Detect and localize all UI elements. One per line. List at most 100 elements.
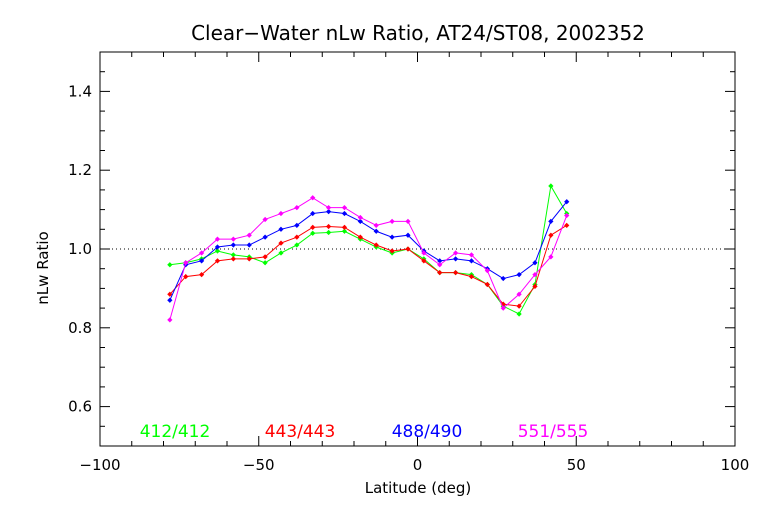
data-point [373, 222, 379, 228]
data-point [452, 270, 459, 276]
data-point [183, 260, 189, 266]
data-point [532, 271, 538, 278]
data-point [532, 260, 538, 266]
data-point [548, 183, 554, 189]
data-point [310, 230, 316, 236]
data-point [325, 208, 332, 215]
data-point [468, 258, 475, 264]
x-axis-label: Latitude (deg) [365, 479, 471, 497]
data-point [294, 222, 300, 228]
legend-entry: 551/555 [518, 422, 589, 442]
data-point [246, 242, 252, 248]
data-point [198, 250, 205, 256]
data-point [230, 236, 236, 242]
data-point [564, 199, 570, 205]
data-point [214, 236, 221, 242]
data-point [405, 218, 411, 225]
data-point [437, 262, 443, 268]
legend-entry: 443/443 [265, 422, 336, 442]
data-point [278, 240, 284, 246]
data-point [246, 232, 252, 238]
data-point [484, 268, 490, 274]
data-point [278, 250, 284, 256]
data-point [262, 234, 268, 240]
data-point [214, 258, 221, 264]
data-point [421, 250, 427, 256]
data-point [516, 311, 522, 317]
data-point [548, 254, 554, 260]
data-point [278, 210, 284, 217]
data-point [262, 254, 268, 260]
x-tick-label: −50 [243, 456, 275, 474]
data-point [373, 228, 379, 234]
data-point [325, 223, 332, 230]
y-tick-label: 1.0 [68, 240, 92, 258]
data-point [341, 210, 348, 217]
data-point [230, 256, 236, 262]
data-point [167, 297, 173, 303]
data-point [262, 260, 268, 266]
data-point [500, 275, 506, 282]
data-point [278, 226, 284, 232]
data-point [214, 248, 221, 254]
data-point [183, 273, 189, 280]
y-tick-label: 0.8 [68, 319, 92, 337]
data-point [341, 228, 348, 234]
data-point [198, 271, 205, 278]
data-point [452, 256, 459, 262]
data-point [516, 291, 522, 297]
data-point [357, 234, 363, 240]
x-tick-label: −100 [79, 456, 120, 474]
data-point [484, 281, 490, 288]
x-tick-label: 0 [413, 456, 423, 474]
legend-entry: 488/490 [392, 422, 463, 442]
data-point [325, 205, 332, 211]
data-point [452, 250, 459, 256]
x-tick-label: 50 [567, 456, 586, 474]
data-point [214, 244, 221, 250]
data-point [310, 224, 316, 230]
data-point [341, 205, 348, 211]
data-point [310, 210, 316, 217]
data-point [468, 252, 475, 258]
data-point [468, 273, 475, 280]
data-point [405, 232, 411, 238]
data-point [167, 291, 173, 297]
data-point [167, 262, 173, 268]
y-tick-label: 0.6 [68, 398, 92, 416]
data-point [421, 258, 427, 264]
data-point [532, 283, 538, 290]
x-tick-label: 100 [721, 456, 750, 474]
data-point [405, 246, 411, 252]
data-point [548, 218, 554, 225]
data-point [198, 258, 205, 264]
data-point [262, 216, 268, 223]
series-line-551-555 [169, 197, 568, 321]
data-point [389, 234, 395, 240]
plot-area: −100 −50 0 50 100 0.6 0.8 1.0 1.2 1.4 [68, 51, 750, 474]
y-tick-label: 1.4 [68, 82, 92, 100]
chart-title: Clear−Water nLw Ratio, AT24/ST08, 200235… [191, 21, 645, 45]
y-axis-label: nLw Ratio [34, 231, 52, 304]
data-point [500, 305, 506, 311]
data-point [230, 242, 236, 248]
data-point [246, 256, 252, 262]
data-point [548, 232, 554, 238]
data-point [357, 214, 363, 221]
data-point [294, 234, 300, 240]
data-point [294, 205, 300, 211]
series-line-488-490 [169, 201, 568, 301]
data-point [564, 212, 570, 219]
data-point [167, 317, 173, 323]
data-point [341, 224, 348, 230]
data-point [373, 242, 379, 248]
data-point [516, 303, 522, 309]
data-point [357, 218, 363, 225]
data-point [516, 271, 522, 278]
legend: 412/412 443/443 488/490 551/555 [140, 422, 589, 442]
data-point [389, 218, 395, 225]
legend-entry: 412/412 [140, 422, 211, 442]
data-point [310, 195, 316, 201]
